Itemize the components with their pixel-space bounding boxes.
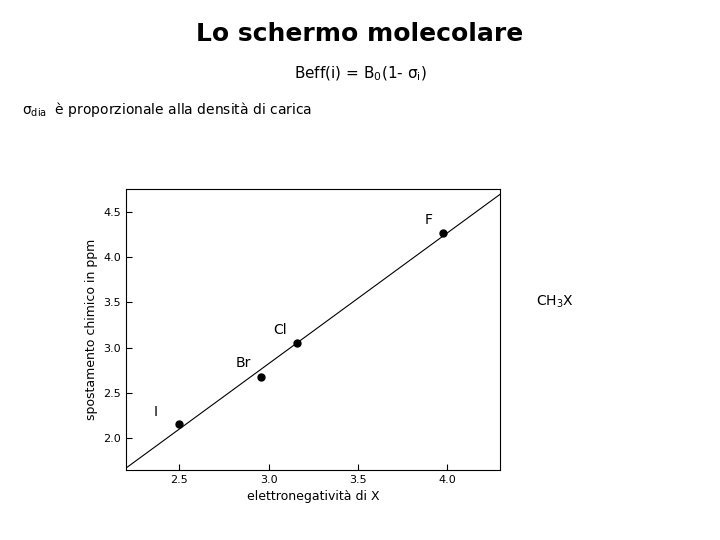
Point — [438, 229, 449, 238]
Text: Cl: Cl — [273, 322, 287, 336]
X-axis label: elettronegatività di X: elettronegatività di X — [247, 490, 379, 503]
Text: Br: Br — [235, 356, 251, 370]
Text: Lo schermo molecolare: Lo schermo molecolare — [197, 22, 523, 45]
Text: F: F — [425, 213, 433, 227]
Text: Beff(i) = $\mathregular{B_0}$(1- $\mathregular{\sigma_i}$): Beff(i) = $\mathregular{B_0}$(1- $\mathr… — [294, 65, 426, 83]
Text: CH$_3$X: CH$_3$X — [536, 293, 575, 309]
Point — [256, 372, 267, 381]
Text: I: I — [154, 405, 158, 419]
Point — [174, 419, 185, 428]
Text: $\mathregular{\sigma_{dia}}$  è proporzionale alla densità di carica: $\mathregular{\sigma_{dia}}$ è proporzio… — [22, 100, 312, 119]
Point — [292, 339, 303, 347]
Y-axis label: spostamento chimico in ppm: spostamento chimico in ppm — [85, 239, 98, 420]
